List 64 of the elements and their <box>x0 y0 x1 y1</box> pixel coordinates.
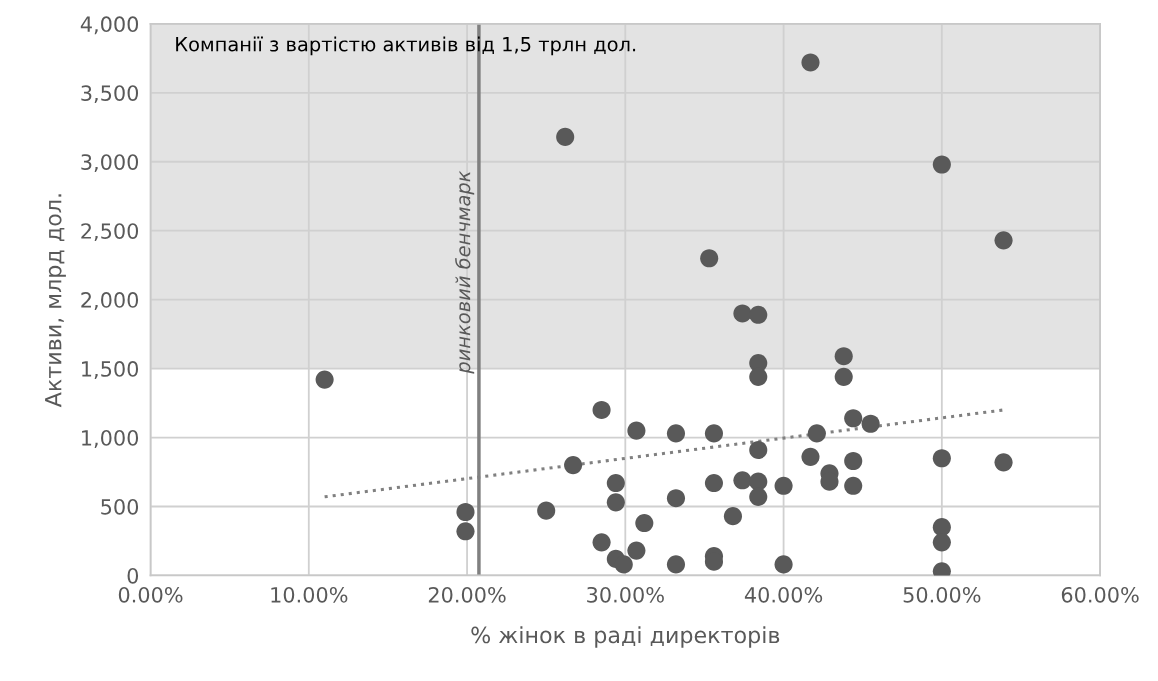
point <box>834 367 853 386</box>
y-tick-label: 1,500 <box>82 361 139 379</box>
point <box>932 518 951 537</box>
point <box>749 472 768 491</box>
point <box>592 533 611 552</box>
point <box>994 231 1013 250</box>
point <box>606 474 625 493</box>
point <box>614 555 633 574</box>
point <box>666 489 686 508</box>
x-tick-label: 60.00% <box>1061 586 1139 603</box>
x-tick-label: 40.00% <box>744 586 823 603</box>
x-tick-label: 30.00% <box>587 586 664 603</box>
point <box>627 421 646 440</box>
point <box>932 155 951 174</box>
point <box>666 424 686 443</box>
x-axis-title: % жінок в раді директорів <box>471 626 780 648</box>
y-tick-label: 3,000 <box>81 154 139 173</box>
point <box>704 474 723 493</box>
point <box>723 507 742 526</box>
point <box>801 53 820 72</box>
x-tick-label: 10.00% <box>271 586 348 603</box>
point <box>592 400 611 420</box>
point <box>994 453 1013 472</box>
y-tick-label: 2,000 <box>81 292 139 310</box>
y-tick-label: 1,000 <box>82 430 139 448</box>
x-tick-label: 50.00% <box>903 586 981 603</box>
point <box>844 476 863 495</box>
point <box>627 541 646 560</box>
point <box>844 451 863 471</box>
x-tick-label: 20.00% <box>428 586 506 603</box>
point <box>537 501 556 520</box>
y-tick-label: 500 <box>101 498 139 515</box>
point <box>801 447 820 466</box>
point <box>456 522 475 541</box>
point <box>774 555 793 574</box>
point <box>700 249 719 268</box>
x-tick-label: 0.00% <box>118 586 183 603</box>
point <box>456 502 475 522</box>
y-tick-label: 3,500 <box>81 85 139 104</box>
point <box>844 409 863 428</box>
point <box>635 513 654 533</box>
point <box>749 487 768 506</box>
y-tick-label: 4,000 <box>80 16 139 35</box>
point <box>606 493 625 512</box>
y-tick-label: 2,500 <box>81 223 139 242</box>
point <box>315 370 334 389</box>
point <box>932 449 951 468</box>
point <box>704 424 723 443</box>
point <box>834 347 853 366</box>
point <box>749 440 768 460</box>
band-label: Компанії з вартістю активів від 1,5 трлн дол. <box>176 36 636 56</box>
y-axis-title: Активи, млрд дол. <box>45 194 66 408</box>
point <box>733 471 752 490</box>
point <box>774 476 793 495</box>
point <box>749 305 768 324</box>
point <box>932 533 951 552</box>
point <box>861 414 880 433</box>
point <box>666 555 686 574</box>
point <box>564 456 583 475</box>
point <box>807 424 826 443</box>
point <box>556 127 575 146</box>
ref-line-label: ринковий бенчмарк <box>455 170 475 374</box>
point <box>733 304 752 323</box>
y-tick-label: 0 <box>127 567 139 584</box>
